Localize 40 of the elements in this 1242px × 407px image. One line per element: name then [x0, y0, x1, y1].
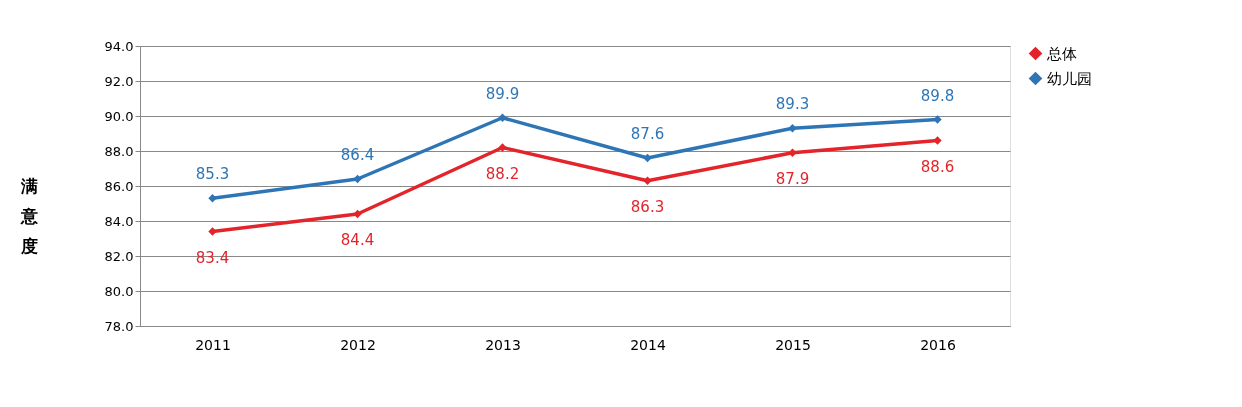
data-label: 89.8: [920, 86, 955, 105]
point: [643, 176, 652, 185]
data-label: 83.4: [195, 248, 230, 267]
y-tick-label: 86.0: [104, 178, 134, 194]
point: [788, 124, 797, 133]
legend-label: 幼儿园: [1047, 69, 1092, 88]
point: [353, 209, 362, 219]
y-tick-label: 94.0: [104, 38, 134, 54]
point: [643, 153, 652, 163]
y-tick-label: 78.0: [104, 318, 134, 334]
y-tick-label: 90.0: [104, 108, 134, 124]
data-label: 89.3: [775, 95, 810, 114]
x-tick-label: 2011: [195, 336, 231, 353]
y-tick-label: 88.0: [104, 143, 134, 159]
x-tick-label: 2013: [485, 336, 521, 353]
x-tick-label: 2014: [630, 336, 666, 353]
data-label: 84.4: [340, 231, 375, 249]
data-label: 87.9: [775, 169, 810, 188]
point: [208, 227, 217, 236]
y-tick-label: 82.0: [104, 248, 134, 264]
data-label: 86.3: [630, 197, 665, 216]
legend-label: 总体: [1046, 44, 1077, 63]
data-label: 87.6: [630, 125, 665, 143]
point: [788, 148, 797, 157]
data-label: 88.2: [485, 164, 520, 183]
y-tick-label: 84.0: [104, 213, 134, 229]
x-tick-label: 2015: [775, 336, 811, 353]
y-tick-label: 80.0: [104, 283, 134, 299]
point: [353, 174, 362, 184]
x-tick-label: 2016: [920, 336, 956, 353]
data-label: 85.3: [195, 165, 230, 184]
point: [498, 143, 507, 152]
y-axis-title: 满意度: [20, 175, 40, 256]
x-tick-label: 2012: [340, 336, 376, 353]
data-label: 88.6: [920, 157, 955, 176]
y-tick-label: 92.0: [104, 73, 134, 89]
data-label: 86.4: [340, 146, 375, 164]
point: [208, 194, 217, 203]
point: [498, 113, 507, 122]
data-label: 89.9: [485, 84, 520, 103]
